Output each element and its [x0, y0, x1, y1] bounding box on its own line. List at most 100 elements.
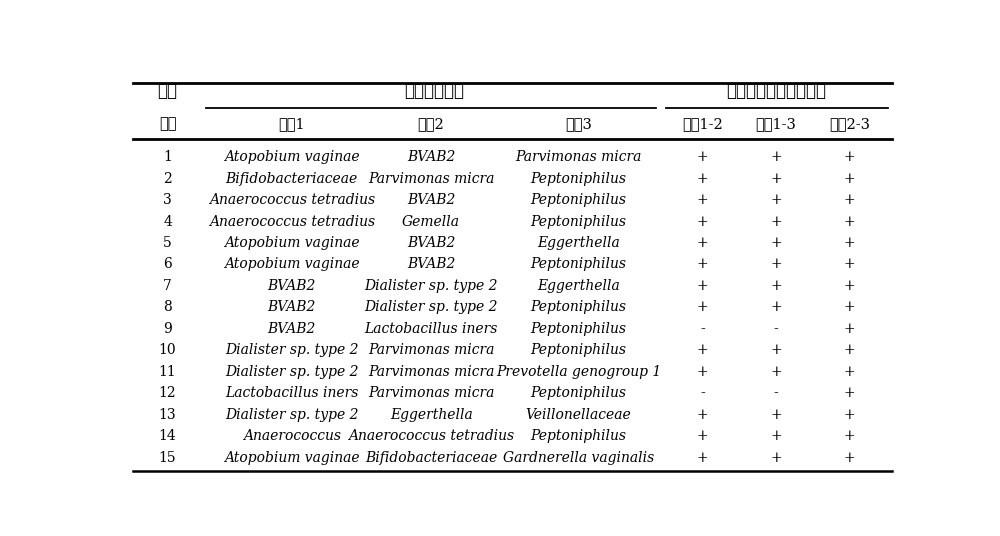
Text: BVAB2: BVAB2 — [267, 322, 316, 336]
Text: Atopobium vaginae: Atopobium vaginae — [224, 236, 359, 250]
Text: 编号: 编号 — [159, 117, 176, 131]
Text: Peptoniphilus: Peptoniphilus — [530, 214, 626, 228]
Text: Peptoniphilus: Peptoniphilus — [530, 193, 626, 207]
Text: 3: 3 — [163, 193, 172, 207]
Text: -: - — [774, 322, 778, 336]
Text: Peptoniphilus: Peptoniphilus — [530, 429, 626, 443]
Text: -: - — [774, 386, 778, 400]
Text: Dialister sp. type 2: Dialister sp. type 2 — [364, 300, 498, 315]
Text: 物种1-3: 物种1-3 — [756, 117, 796, 131]
Text: +: + — [844, 172, 855, 185]
Text: Anaerococcus: Anaerococcus — [243, 429, 341, 443]
Text: Anaerococcus tetradius: Anaerococcus tetradius — [209, 193, 375, 207]
Text: +: + — [770, 429, 782, 443]
Text: Dialister sp. type 2: Dialister sp. type 2 — [364, 279, 498, 293]
Text: 6: 6 — [163, 257, 172, 272]
Text: BVAB2: BVAB2 — [407, 150, 455, 164]
Text: +: + — [770, 257, 782, 272]
Text: Atopobium vaginae: Atopobium vaginae — [224, 451, 359, 465]
Text: +: + — [697, 214, 708, 228]
Text: BVAB2: BVAB2 — [407, 257, 455, 272]
Text: +: + — [770, 300, 782, 315]
Text: Parvimonas micra: Parvimonas micra — [515, 150, 642, 164]
Text: BVAB2: BVAB2 — [267, 300, 316, 315]
Text: Peptoniphilus: Peptoniphilus — [530, 172, 626, 185]
Text: 8: 8 — [163, 300, 172, 315]
Text: Anaerococcus tetradius: Anaerococcus tetradius — [209, 214, 375, 228]
Text: +: + — [770, 451, 782, 465]
Text: Atopobium vaginae: Atopobium vaginae — [224, 150, 359, 164]
Text: +: + — [770, 236, 782, 250]
Text: +: + — [844, 408, 855, 422]
Text: +: + — [844, 236, 855, 250]
Text: +: + — [697, 236, 708, 250]
Text: +: + — [697, 150, 708, 164]
Text: Eggerthella: Eggerthella — [537, 236, 620, 250]
Text: Peptoniphilus: Peptoniphilus — [530, 257, 626, 272]
Text: Bifidobacteriaceae: Bifidobacteriaceae — [226, 172, 358, 185]
Text: 基序中物种间作用关系: 基序中物种间作用关系 — [726, 83, 826, 100]
Text: 4: 4 — [163, 214, 172, 228]
Text: +: + — [770, 150, 782, 164]
Text: Gemella: Gemella — [402, 214, 460, 228]
Text: 7: 7 — [163, 279, 172, 293]
Text: 9: 9 — [163, 322, 172, 336]
Text: BVAB2: BVAB2 — [267, 279, 316, 293]
Text: +: + — [844, 322, 855, 336]
Text: Prevotella genogroup 1: Prevotella genogroup 1 — [496, 365, 661, 379]
Text: +: + — [844, 257, 855, 272]
Text: +: + — [844, 451, 855, 465]
Text: 11: 11 — [159, 365, 176, 379]
Text: +: + — [697, 451, 708, 465]
Text: Lactobacillus iners: Lactobacillus iners — [364, 322, 498, 336]
Text: Eggerthella: Eggerthella — [390, 408, 473, 422]
Text: 13: 13 — [159, 408, 176, 422]
Text: +: + — [770, 279, 782, 293]
Text: +: + — [844, 386, 855, 400]
Text: +: + — [697, 365, 708, 379]
Text: Parvimonas micra: Parvimonas micra — [368, 386, 494, 400]
Text: BVAB2: BVAB2 — [407, 236, 455, 250]
Text: +: + — [844, 214, 855, 228]
Text: 5: 5 — [163, 236, 172, 250]
Text: +: + — [844, 429, 855, 443]
Text: Dialister sp. type 2: Dialister sp. type 2 — [225, 365, 358, 379]
Text: 1: 1 — [163, 150, 172, 164]
Text: Parvimonas micra: Parvimonas micra — [368, 344, 494, 358]
Text: -: - — [700, 322, 705, 336]
Text: Eggerthella: Eggerthella — [537, 279, 620, 293]
Text: Lactobacillus iners: Lactobacillus iners — [225, 386, 358, 400]
Text: +: + — [770, 344, 782, 358]
Text: 物种2-3: 物种2-3 — [829, 117, 870, 131]
Text: 14: 14 — [159, 429, 176, 443]
Text: +: + — [697, 300, 708, 315]
Text: -: - — [700, 386, 705, 400]
Text: Veillonellaceae: Veillonellaceae — [526, 408, 631, 422]
Text: +: + — [697, 408, 708, 422]
Text: +: + — [844, 193, 855, 207]
Text: Atopobium vaginae: Atopobium vaginae — [224, 257, 359, 272]
Text: +: + — [697, 193, 708, 207]
Text: 物种1: 物种1 — [278, 117, 305, 131]
Text: Peptoniphilus: Peptoniphilus — [530, 344, 626, 358]
Text: 物种1-2: 物种1-2 — [682, 117, 723, 131]
Text: Parvimonas micra: Parvimonas micra — [368, 172, 494, 185]
Text: 物种2: 物种2 — [418, 117, 444, 131]
Text: 12: 12 — [159, 386, 176, 400]
Text: Bifidobacteriaceae: Bifidobacteriaceae — [365, 451, 497, 465]
Text: Dialister sp. type 2: Dialister sp. type 2 — [225, 408, 358, 422]
Text: +: + — [697, 172, 708, 185]
Text: +: + — [697, 344, 708, 358]
Text: +: + — [770, 193, 782, 207]
Text: +: + — [844, 300, 855, 315]
Text: 物种3: 物种3 — [565, 117, 592, 131]
Text: 15: 15 — [159, 451, 176, 465]
Text: 10: 10 — [159, 344, 176, 358]
Text: +: + — [844, 365, 855, 379]
Text: 基序: 基序 — [158, 83, 178, 100]
Text: +: + — [770, 214, 782, 228]
Text: Gardnerella vaginalis: Gardnerella vaginalis — [503, 451, 654, 465]
Text: +: + — [770, 365, 782, 379]
Text: +: + — [697, 257, 708, 272]
Text: +: + — [697, 279, 708, 293]
